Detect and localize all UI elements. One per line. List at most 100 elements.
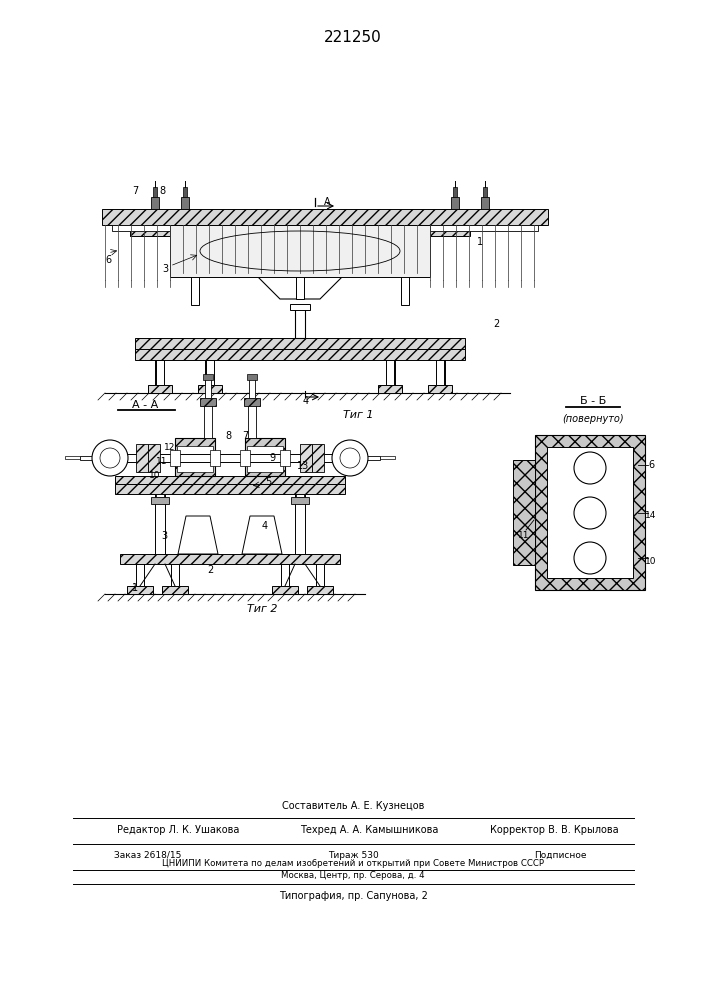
Bar: [115, 476, 345, 484]
Bar: [451, 197, 459, 209]
Text: 5: 5: [265, 477, 271, 487]
Bar: [290, 304, 310, 310]
Bar: [378, 385, 402, 393]
Bar: [115, 484, 345, 494]
Text: А: А: [324, 197, 330, 207]
Bar: [436, 360, 444, 385]
Text: 10: 10: [149, 472, 160, 481]
Polygon shape: [383, 236, 427, 258]
Text: Заказ 2618/15: Заказ 2618/15: [115, 850, 182, 859]
Bar: [307, 586, 333, 594]
Bar: [112, 225, 538, 231]
Text: 1: 1: [132, 583, 138, 593]
Bar: [191, 258, 199, 305]
Text: 9: 9: [269, 453, 275, 463]
Bar: [204, 403, 212, 438]
Bar: [380, 456, 395, 459]
Text: 6: 6: [105, 255, 111, 265]
Text: 4: 4: [262, 521, 268, 531]
Bar: [156, 360, 164, 385]
Bar: [136, 444, 148, 472]
Bar: [386, 360, 394, 385]
Bar: [151, 197, 159, 209]
Bar: [162, 586, 188, 594]
Bar: [247, 460, 283, 472]
Text: 13: 13: [297, 461, 309, 471]
Text: 2: 2: [207, 565, 213, 575]
Bar: [183, 187, 187, 197]
Circle shape: [100, 448, 120, 468]
Text: Тираж 530: Тираж 530: [327, 850, 378, 859]
Bar: [156, 477, 164, 497]
Circle shape: [574, 542, 606, 574]
Bar: [175, 438, 215, 476]
Text: Редактор Л. К. Ушакова: Редактор Л. К. Ушакова: [117, 825, 239, 835]
Bar: [401, 258, 409, 305]
Text: 11: 11: [156, 458, 168, 466]
Bar: [206, 360, 214, 385]
Text: 1: 1: [477, 237, 483, 247]
Bar: [120, 554, 340, 564]
Bar: [65, 456, 80, 459]
Bar: [453, 187, 457, 197]
Circle shape: [574, 452, 606, 484]
Text: 10: 10: [645, 558, 657, 566]
Bar: [80, 456, 94, 460]
Text: Москва, Центр, пр. Серова, д. 4: Москва, Центр, пр. Серова, д. 4: [281, 870, 425, 880]
Bar: [483, 187, 487, 197]
Bar: [300, 444, 312, 472]
Text: А - А: А - А: [132, 400, 158, 410]
Circle shape: [332, 440, 368, 476]
Circle shape: [340, 448, 360, 468]
Text: 6: 6: [648, 460, 654, 470]
Text: 4: 4: [303, 396, 309, 406]
Text: Корректор В. В. Крылова: Корректор В. В. Крылова: [490, 825, 619, 835]
Bar: [366, 456, 380, 460]
Bar: [198, 385, 222, 393]
Bar: [296, 213, 304, 233]
Bar: [127, 586, 153, 594]
Bar: [280, 450, 290, 466]
Bar: [130, 225, 470, 236]
Bar: [181, 197, 189, 209]
Bar: [200, 398, 216, 406]
Bar: [148, 444, 160, 472]
Bar: [248, 403, 256, 438]
Bar: [316, 564, 324, 586]
Text: 11: 11: [518, 530, 530, 540]
Bar: [135, 338, 465, 349]
Bar: [177, 446, 213, 458]
Bar: [247, 374, 257, 380]
Bar: [155, 494, 165, 554]
Bar: [291, 497, 309, 504]
Text: 3: 3: [162, 264, 168, 274]
Bar: [428, 385, 452, 393]
Polygon shape: [225, 244, 375, 299]
Bar: [272, 586, 298, 594]
Text: Составитель А. Е. Кузнецов: Составитель А. Е. Кузнецов: [282, 801, 424, 811]
Bar: [151, 497, 169, 504]
Bar: [547, 447, 633, 578]
Bar: [295, 306, 305, 338]
Text: Подписное: Подписное: [534, 850, 586, 859]
Bar: [249, 378, 255, 398]
Polygon shape: [242, 516, 282, 554]
Bar: [102, 209, 548, 225]
Circle shape: [574, 497, 606, 529]
Bar: [247, 446, 283, 458]
Text: Типография, пр. Сапунова, 2: Типография, пр. Сапунова, 2: [279, 891, 428, 901]
Bar: [153, 187, 157, 197]
Text: 12: 12: [164, 444, 175, 452]
Bar: [148, 385, 172, 393]
Bar: [295, 494, 305, 554]
Text: 2: 2: [493, 319, 499, 329]
Bar: [513, 460, 535, 565]
Text: 8: 8: [225, 431, 231, 441]
Bar: [222, 236, 378, 244]
Bar: [177, 460, 213, 472]
Text: ЦНИИПИ Комитета по делам изобретений и открытий при Совете Министров СССР: ЦНИИПИ Комитета по делам изобретений и о…: [162, 859, 544, 868]
Text: Τиг 2: Τиг 2: [247, 604, 277, 614]
Bar: [245, 438, 285, 476]
Text: 221250: 221250: [324, 29, 382, 44]
Bar: [203, 374, 213, 380]
